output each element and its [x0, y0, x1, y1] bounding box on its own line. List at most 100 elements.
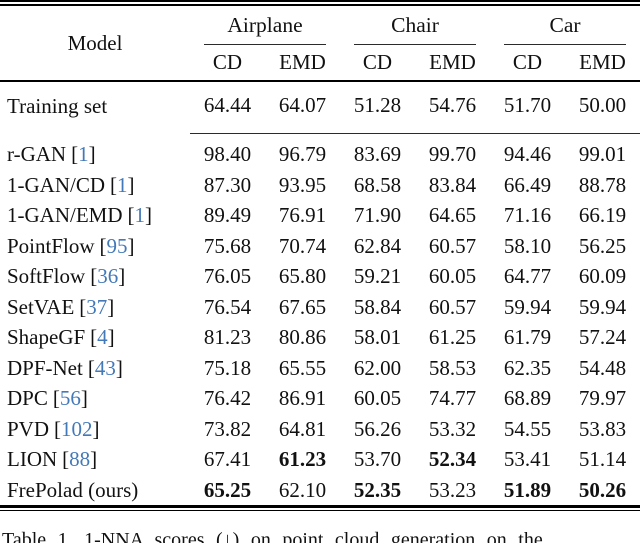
model-name: SoftFlow: [7, 264, 86, 289]
metric-header-cd-chair: CD: [362, 50, 393, 75]
citation-number[interactable]: 88: [69, 447, 91, 472]
citation-link[interactable]: [36]: [90, 264, 125, 288]
score-cell: 86.91: [278, 386, 327, 411]
score-cell: 62.35: [503, 355, 552, 380]
citation-bracket: ]: [92, 416, 100, 441]
column-group-airplane: Airplane: [190, 6, 340, 46]
score-cell: 53.32: [428, 416, 477, 441]
score-cell: 68.58: [353, 172, 402, 197]
citation-bracket: ]: [88, 141, 96, 166]
score-cell: 53.23: [428, 477, 477, 502]
model-cell: FrePolad (ours): [0, 475, 190, 506]
score-cell: 94.46: [503, 142, 552, 167]
score-cell: 76.05: [203, 264, 252, 289]
table-row: FrePolad (ours) 65.25 62.10 52.35 53.23 …: [0, 475, 640, 506]
citation-number[interactable]: 1: [134, 203, 146, 228]
citation-link[interactable]: [37]: [79, 295, 114, 319]
metric-header-emd-chair: EMD: [429, 50, 476, 75]
table-row: 1-GAN/EMD [1] 89.49 76.91 71.90 64.65 71.…: [0, 200, 640, 231]
group-header-row: Model Airplane Chair Car: [0, 6, 640, 55]
score-cell: 93.95: [278, 172, 327, 197]
score-cell: 74.77: [428, 386, 477, 411]
model-name: r-GAN: [7, 141, 67, 166]
citation-link[interactable]: [43]: [88, 356, 123, 380]
score-cell: 53.70: [353, 447, 402, 472]
score-cell: 62.00: [353, 355, 402, 380]
score-cell: 76.54: [203, 294, 252, 319]
citation-bracket: [: [62, 447, 70, 472]
model-cell: LION [88]: [0, 444, 190, 475]
citation-link[interactable]: [56]: [53, 386, 88, 410]
score-cell: 59.21: [353, 264, 402, 289]
table-row: ShapeGF [4] 81.23 80.86 58.01 61.25 61.79…: [0, 322, 640, 353]
score-cell: 64.44: [190, 81, 265, 135]
score-cell: 60.57: [428, 294, 477, 319]
score-cell: 58.10: [503, 233, 552, 258]
citation-number[interactable]: 1: [78, 141, 89, 166]
citation-number[interactable]: 56: [59, 386, 81, 411]
citation-number[interactable]: 1: [117, 172, 128, 197]
score-cell: 50.26: [578, 477, 627, 502]
score-cell: 76.42: [203, 386, 252, 411]
score-cell: 76.91: [278, 203, 327, 228]
citation-link[interactable]: [102]: [54, 417, 100, 441]
citation-number[interactable]: 36: [97, 264, 119, 289]
model-cell: PointFlow [95]: [0, 231, 190, 262]
citation-link[interactable]: [88]: [62, 447, 97, 471]
group-label-airplane: Airplane: [227, 13, 303, 37]
citation-number[interactable]: 95: [106, 233, 128, 258]
score-cell: 96.79: [278, 142, 327, 167]
citation-bracket: ]: [107, 325, 115, 350]
citation-bracket: [: [54, 416, 62, 441]
citation-bracket: ]: [127, 233, 135, 258]
score-cell: 51.28: [340, 81, 415, 135]
score-cell: 51.14: [578, 447, 627, 472]
score-cell: 52.34: [428, 447, 477, 472]
column-group-rule: [204, 44, 326, 46]
score-cell: 56.26: [353, 416, 402, 441]
score-cell: 64.65: [428, 203, 477, 228]
model-name: PVD: [7, 416, 50, 441]
citation-number[interactable]: 43: [94, 355, 116, 380]
citation-bracket: [: [52, 386, 60, 411]
citation-bracket: ]: [80, 386, 88, 411]
score-cell: 68.89: [503, 386, 552, 411]
citation-link[interactable]: [1]: [110, 173, 135, 197]
citation-link[interactable]: [95]: [100, 234, 135, 258]
score-cell: 60.05: [428, 264, 477, 289]
score-cell: 53.83: [578, 416, 627, 441]
score-cell: 52.35: [353, 477, 402, 502]
citation-bracket: [: [71, 141, 79, 166]
score-cell: 65.80: [278, 264, 327, 289]
citation-link[interactable]: [4]: [90, 325, 115, 349]
score-cell: 61.79: [503, 325, 552, 350]
metric-header-cd-car: CD: [512, 50, 543, 75]
citation-link[interactable]: [1]: [71, 142, 96, 166]
score-cell: 54.76: [415, 81, 490, 135]
score-cell: 57.24: [578, 325, 627, 350]
citation-number[interactable]: 37: [86, 294, 108, 319]
score-cell: 67.65: [278, 294, 327, 319]
score-cell: 61.25: [428, 325, 477, 350]
score-cell: 98.40: [203, 142, 252, 167]
score-cell: 67.41: [203, 447, 252, 472]
score-cell: 65.25: [203, 477, 252, 502]
citation-number[interactable]: 4: [97, 325, 108, 350]
score-cell: 60.57: [428, 233, 477, 258]
metric-header-emd-airplane: EMD: [279, 50, 326, 75]
score-cell: 62.10: [278, 477, 327, 502]
citation-number[interactable]: 102: [61, 416, 93, 441]
score-cell: 58.53: [428, 355, 477, 380]
model-name: DPC: [7, 386, 48, 411]
citation-link[interactable]: [1]: [128, 203, 153, 227]
group-label-car: Car: [549, 13, 581, 37]
score-cell: 64.81: [278, 416, 327, 441]
score-cell: 80.86: [278, 325, 327, 350]
score-cell: 56.25: [578, 233, 627, 258]
score-cell: 54.55: [503, 416, 552, 441]
column-group-rule: [504, 44, 627, 46]
citation-bracket: ]: [127, 172, 135, 197]
table-row: PointFlow [95] 75.68 70.74 62.84 60.57 58…: [0, 231, 640, 262]
citation-bracket: ]: [145, 203, 152, 228]
